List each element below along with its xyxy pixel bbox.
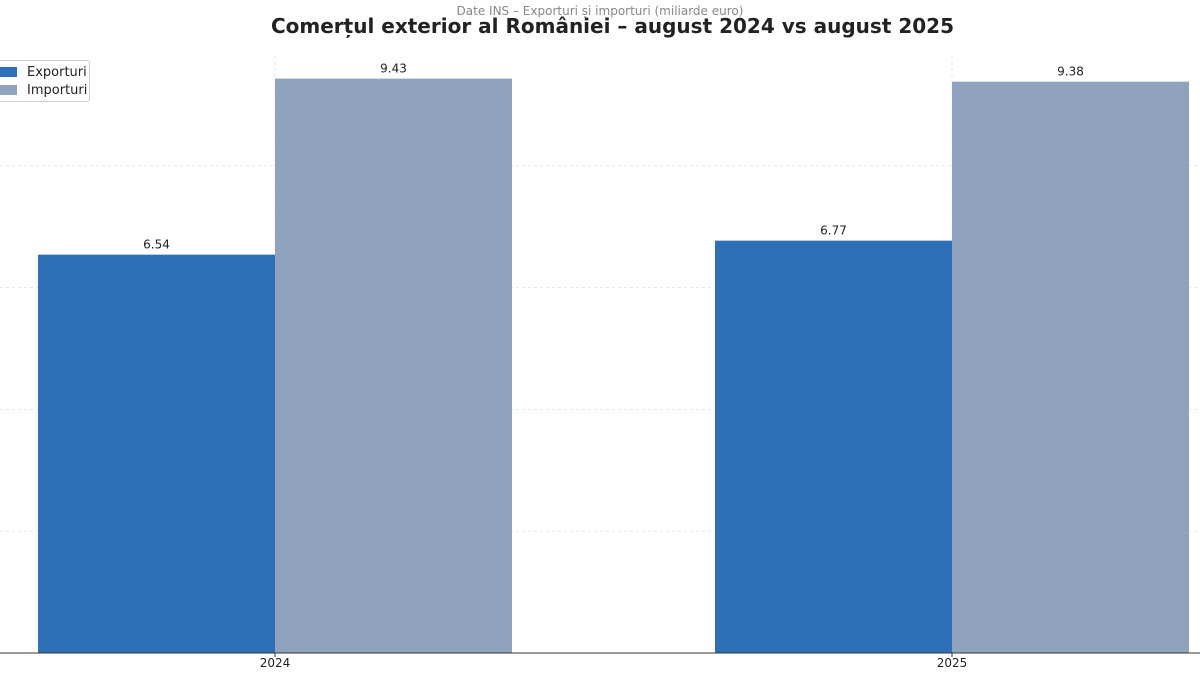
legend: Exporturi Importuri: [0, 60, 90, 102]
bars: [38, 78, 1189, 654]
legend-label-importuri: Importuri: [27, 82, 88, 98]
bar-exporturi-2025: [715, 240, 952, 654]
chart-subtitle: Date INS – Exporturi și importuri (milia…: [456, 4, 744, 18]
bar-exporturi-2024: [38, 254, 275, 653]
legend-swatch-importuri: [0, 85, 17, 95]
chart-title: Comerțul exterior al României – august 2…: [270, 14, 955, 38]
x-tick-label-2024: 2024: [260, 656, 291, 670]
legend-swatch-exporturi: [0, 67, 17, 77]
x-tick-label-2025: 2025: [937, 656, 968, 670]
value-labels: 6.54 6.77 9.43 9.38: [143, 62, 1084, 252]
value-label-importuri-2025: 9.38: [1057, 65, 1084, 79]
x-tick-labels: 2024 2025: [260, 653, 968, 670]
value-label-importuri-2024: 9.43: [380, 62, 407, 76]
legend-item-importuri: Importuri: [0, 82, 87, 98]
value-label-exporturi-2024: 6.54: [143, 238, 170, 252]
value-label-exporturi-2025: 6.77: [820, 224, 847, 238]
legend-label-exporturi: Exporturi: [27, 64, 87, 80]
legend-item-exporturi: Exporturi: [0, 64, 87, 80]
bar-importuri-2024: [275, 78, 512, 654]
bar-importuri-2025: [952, 81, 1189, 653]
